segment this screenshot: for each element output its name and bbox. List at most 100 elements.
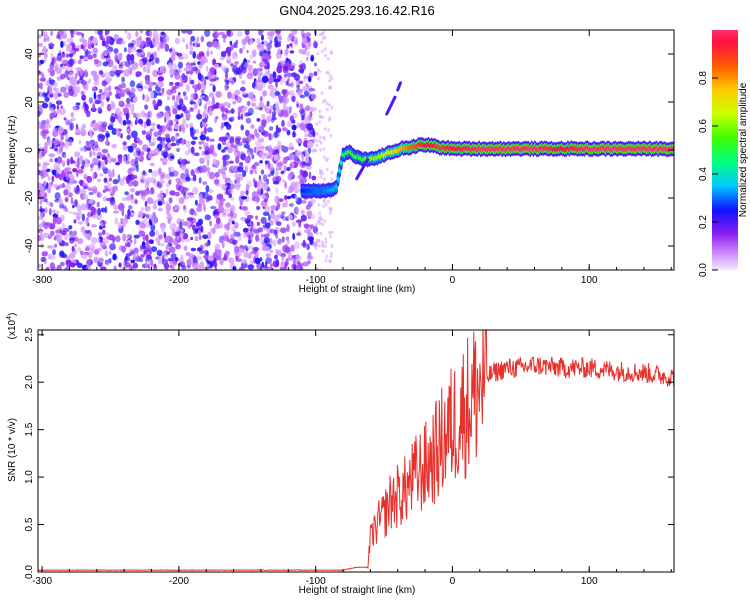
noise-speckle [186,30,193,35]
noise-speckle [150,91,155,99]
noise-speckle [215,116,219,120]
noise-speckle [320,91,324,95]
noise-speckle [113,265,117,270]
noise-speckle [181,265,187,270]
noise-speckle [209,138,215,142]
noise-speckle [193,230,199,235]
noise-speckle [130,46,135,53]
noise-speckle [254,170,257,175]
noise-speckle [227,188,234,194]
colorbar-scale [712,30,738,270]
noise-speckle [241,80,246,85]
noise-speckle [258,152,263,159]
noise-speckle [196,36,200,42]
noise-speckle [136,37,141,41]
noise-speckle [258,188,262,197]
noise-speckle [325,254,328,259]
noise-speckle [242,38,246,42]
noise-speckle [70,156,74,165]
noise-speckle [43,181,47,186]
noise-speckle [64,242,69,247]
noise-speckle [104,30,110,35]
noise-speckle [250,250,257,255]
noise-speckle [232,100,237,105]
noise-speckle [117,53,123,61]
noise-speckle [186,258,192,266]
noise-speckle [309,224,314,229]
noise-speckle [276,65,283,74]
noise-speckle [122,176,127,180]
noise-speckle [308,213,316,220]
noise-speckle [225,250,230,256]
noise-speckle [71,245,75,252]
noise-speckle [49,93,54,98]
ridge-cell [336,176,340,182]
noise-speckle [65,259,72,268]
noise-speckle [169,236,174,244]
noise-speckle [212,85,216,93]
noise-speckle [261,41,265,45]
noise-speckle [144,104,149,110]
noise-speckle [182,195,190,200]
y-tick-label: 2.5 [24,327,35,341]
noise-speckle [42,91,47,98]
noise-speckle [108,85,112,92]
noise-speckle [99,226,103,230]
noise-speckle [247,64,253,72]
noise-speckle [81,182,89,187]
noise-speckle [132,262,139,269]
noise-speckle [266,31,270,36]
noise-speckle [199,261,204,267]
noise-speckle [307,160,313,166]
noise-speckle [112,168,115,177]
ridge-streak [385,95,397,116]
noise-speckle [193,152,200,157]
noise-speckle [97,207,101,216]
noise-speckle [149,44,154,49]
noise-speckle [220,222,223,230]
noise-speckle [222,173,227,178]
noise-speckle [176,147,181,153]
noise-speckle [320,40,323,44]
noise-speckle [319,148,322,152]
ridge-cell [338,167,342,174]
noise-speckle [284,48,289,55]
y-tick-label: 20 [24,96,35,108]
noise-speckle [119,89,127,95]
noise-speckle [328,85,332,89]
noise-speckle [252,224,256,230]
noise-speckle [142,245,146,250]
noise-speckle [328,103,331,107]
noise-speckle [241,258,247,264]
noise-speckle [324,258,328,263]
noise-speckle [292,258,297,265]
noise-speckle [129,80,136,88]
noise-speckle [131,173,135,181]
noise-speckle [85,245,90,251]
noise-speckle [303,223,310,228]
noise-speckle [140,110,146,118]
noise-speckle [88,199,95,204]
noise-speckle [251,191,259,199]
noise-speckle [262,211,270,216]
noise-speckle [209,220,213,227]
noise-speckle [102,92,110,99]
noise-speckle [212,251,219,259]
noise-speckle [197,72,202,81]
noise-speckle [241,91,248,95]
noise-speckle [228,238,235,244]
noise-speckle [311,175,317,181]
noise-speckle [308,251,312,259]
noise-speckle [142,93,145,101]
noise-speckle [298,64,304,69]
noise-speckle [46,139,53,146]
noise-speckle [153,131,159,137]
noise-speckle [308,236,314,242]
noise-speckle [174,37,181,45]
noise-speckle [283,110,290,118]
noise-speckle [102,50,109,56]
noise-speckle [284,107,290,111]
ridge-streak [355,158,370,181]
noise-speckle [300,209,305,215]
